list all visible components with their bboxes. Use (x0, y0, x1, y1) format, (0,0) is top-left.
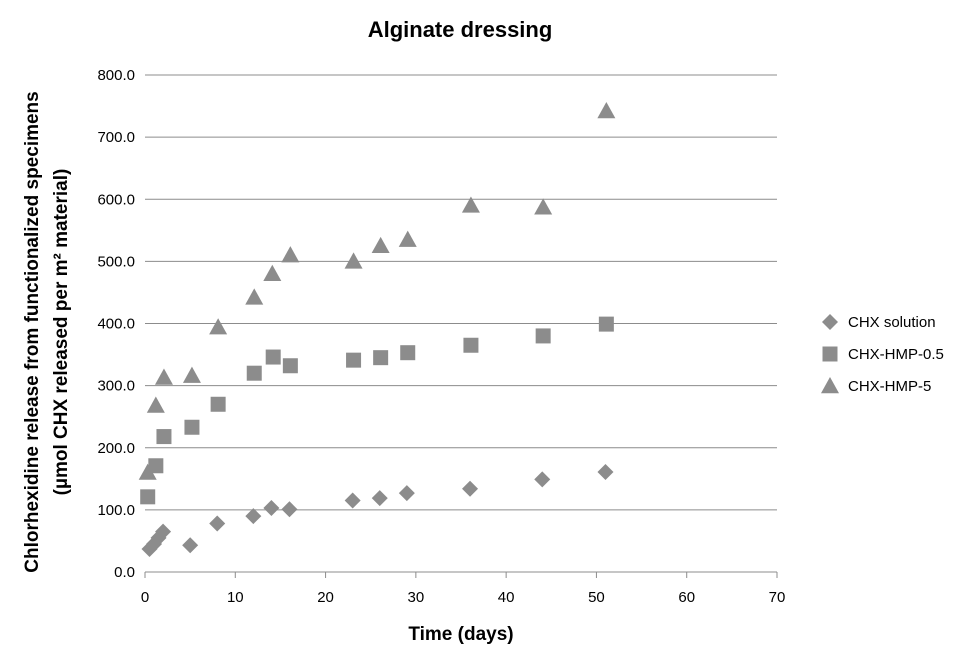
series-1 (140, 316, 614, 505)
x-tick-label-5: 50 (588, 589, 605, 606)
data-point-s0-14 (597, 463, 614, 480)
y-axis-title-line2: (µmol CHX released per m² material) (51, 169, 72, 496)
data-point-s2-11 (461, 196, 480, 213)
data-point-s1-11 (463, 337, 479, 353)
legend-label-1: CHX-HMP-0.5 (848, 346, 944, 363)
gridlines (145, 74, 777, 511)
data-point-s1-10 (400, 345, 416, 361)
x-tick-label-0: 0 (141, 589, 149, 606)
y-axis-ticks: 0.0 100.0 200.0 300.0 400.0 500.0 600.0 700.0 80… (97, 67, 135, 581)
data-point-s2-0 (138, 463, 157, 480)
data-point-s2-7 (281, 246, 300, 263)
x-tick-label-6: 60 (678, 589, 695, 606)
data-point-s0-7 (263, 500, 280, 517)
data-point-s0-9 (344, 492, 361, 509)
data-point-s2-2 (154, 368, 173, 385)
data-point-s2-12 (534, 198, 553, 215)
data-point-s1-6 (265, 349, 281, 365)
data-point-s0-3 (155, 523, 172, 540)
x-tick-label-3: 30 (408, 589, 425, 606)
y-tick-label-6: 600.0 (97, 191, 135, 208)
x-axis-title: Time (days) (408, 624, 513, 645)
data-point-s0-6 (245, 508, 262, 525)
data-point-s0-11 (398, 485, 415, 502)
y-tick-label-2: 200.0 (97, 440, 135, 457)
data-point-s1-4 (210, 396, 226, 412)
data-point-s2-6 (263, 264, 282, 281)
y-tick-label-1: 100.0 (97, 502, 135, 519)
data-point-s2-1 (146, 396, 165, 413)
legend-label-2: CHX-HMP-5 (848, 378, 931, 395)
data-point-s2-13 (597, 102, 616, 119)
y-axis-title-group-2: (µmol CHX released per m² material) (51, 169, 72, 496)
data-point-s1-12 (535, 328, 551, 344)
series-2 (138, 102, 616, 480)
data-point-s1-7 (282, 358, 298, 374)
data-point-s1-0 (140, 489, 156, 505)
data-point-s2-4 (209, 318, 228, 335)
data-point-s0-10 (371, 490, 388, 507)
data-point-s0-13 (534, 471, 551, 488)
y-tick-label-5: 500.0 (97, 253, 135, 270)
data-point-s1-9 (373, 350, 389, 366)
data-point-s2-3 (182, 366, 201, 383)
x-axis-ticks: 0 10 20 30 40 50 60 70 (141, 572, 786, 606)
legend-marker-0 (822, 314, 838, 330)
y-tick-label-3: 300.0 (97, 378, 135, 395)
data-point-s2-10 (398, 230, 417, 247)
data-point-s1-1 (148, 458, 164, 474)
data-series (138, 102, 616, 558)
data-point-s0-8 (281, 501, 298, 518)
data-point-s0-5 (209, 515, 226, 532)
x-tick-label-2: 20 (317, 589, 334, 606)
chart-title: Alginate dressing (368, 17, 553, 42)
y-tick-label-8: 800.0 (97, 67, 135, 84)
data-point-s1-3 (184, 419, 200, 435)
data-point-s0-12 (462, 480, 479, 497)
x-tick-label-7: 70 (769, 589, 786, 606)
data-point-s1-8 (346, 352, 362, 368)
y-tick-label-4: 400.0 (97, 316, 135, 333)
y-axis-title-group: Chlorhexidine release from functionalize… (22, 91, 43, 572)
legend-marker-1 (822, 346, 838, 362)
x-tick-label-4: 40 (498, 589, 515, 606)
data-point-s2-8 (344, 252, 363, 269)
data-point-s0-4 (182, 537, 199, 554)
legend-marker-2 (821, 377, 839, 394)
x-tick-label-1: 10 (227, 589, 244, 606)
legend-label-0: CHX solution (848, 314, 936, 331)
legend: CHX solution CHX-HMP-0.5 CHX-HMP-5 (821, 314, 944, 395)
data-point-s1-5 (246, 365, 262, 381)
data-point-s1-13 (598, 316, 614, 332)
data-point-s2-9 (371, 236, 390, 254)
series-0 (141, 463, 614, 558)
data-point-s1-2 (156, 429, 172, 445)
y-tick-label-0: 0.0 (114, 564, 135, 581)
y-axis-title-line1: Chlorhexidine release from functionalize… (22, 91, 43, 572)
data-point-s2-5 (245, 288, 264, 305)
y-tick-label-7: 700.0 (97, 129, 135, 146)
